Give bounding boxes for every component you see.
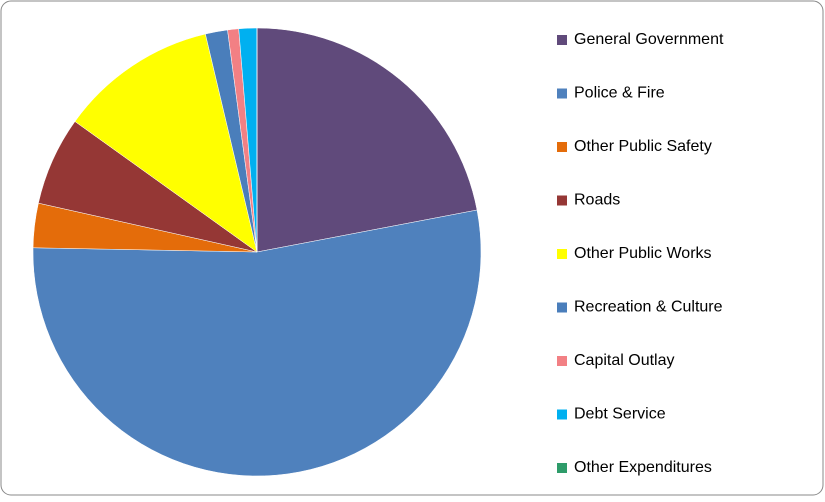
legend-label: Roads	[574, 192, 620, 209]
legend-label: General Government	[574, 31, 724, 48]
legend-label: Capital Outlay	[574, 352, 675, 369]
legend-swatch	[557, 195, 567, 206]
legend-swatch	[557, 142, 567, 152]
legend-label: Police & Fire	[574, 85, 665, 102]
legend-swatch	[557, 409, 567, 420]
legend-swatch	[557, 356, 567, 366]
legend-label: Other Public Works	[574, 245, 712, 262]
legend-swatch	[557, 249, 567, 259]
legend-label: Other Expenditures	[574, 459, 712, 476]
legend-label: Other Public Safety	[574, 138, 712, 155]
pie-slice	[74, 33, 258, 253]
legend-label: Recreation & Culture	[574, 299, 723, 316]
legend-swatch	[557, 35, 567, 45]
pie-slice	[32, 209, 482, 477]
legend-swatch	[557, 463, 567, 473]
legend-swatch	[557, 88, 567, 99]
legend-swatch	[557, 302, 567, 313]
pie-slice	[256, 27, 478, 253]
legend-label: Debt Service	[574, 406, 666, 423]
